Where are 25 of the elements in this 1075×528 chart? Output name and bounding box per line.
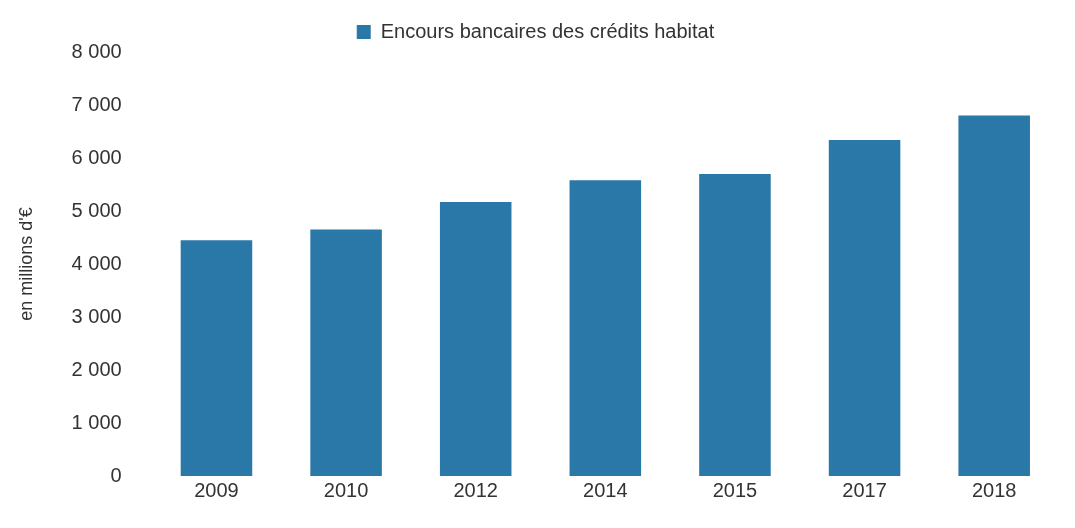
y-tick-label: 3 000: [71, 304, 122, 327]
bar: [180, 240, 253, 476]
bar: [439, 201, 512, 476]
x-tick-label: 2010: [323, 478, 369, 501]
legend-label: Encours bancaires des crédits habitat: [380, 19, 715, 42]
y-tick-label: 7 000: [71, 92, 122, 115]
y-tick-label: 8 000: [71, 39, 122, 62]
bar: [569, 180, 642, 476]
bar: [828, 139, 901, 476]
y-tick-label: 6 000: [71, 145, 122, 168]
y-axis-title: en millions d'€: [15, 207, 36, 321]
x-tick-label: 2009: [194, 478, 239, 501]
x-tick-label: 2017: [842, 478, 887, 501]
bar: [958, 115, 1030, 476]
y-tick-label: 4 000: [71, 251, 122, 274]
x-tick-label: 2018: [971, 478, 1017, 501]
x-tick-label: 2012: [453, 478, 498, 501]
y-tick-label: 2 000: [71, 357, 122, 380]
y-tick-label: 5 000: [71, 198, 122, 221]
bar: [310, 229, 382, 476]
y-tick-label: 1 000: [71, 410, 122, 433]
x-tick-label: 2015: [712, 478, 758, 501]
x-tick-label: 2014: [583, 478, 628, 501]
bar: [699, 173, 771, 476]
y-tick-label: 0: [110, 463, 122, 486]
